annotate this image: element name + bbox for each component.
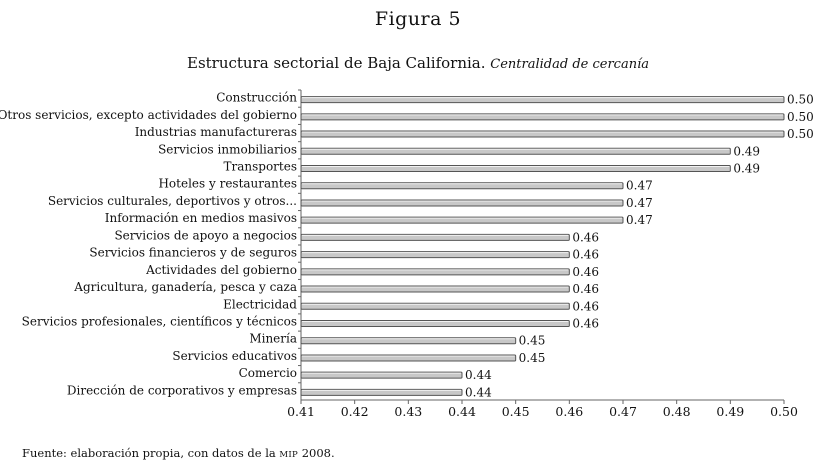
value-label: 0.46 [572,317,599,331]
source-abbrev: MIP [279,450,299,460]
x-tick-label: 0.50 [770,404,798,419]
x-tick-label: 0.45 [502,404,530,419]
value-label: 0.46 [572,282,599,296]
category-label: Información en medios masivos [105,211,297,225]
category-label: Dirección de corporativos y empresas [67,383,297,397]
value-label: 0.50 [787,93,814,107]
category-label: Agricultura, ganadería, pesca y caza [73,280,297,294]
category-label: Otros servicios, excepto actividades del… [0,108,297,122]
chart-title-main: Estructura sectorial de Baja California. [187,54,486,72]
value-label: 0.46 [572,299,599,313]
x-tick-label: 0.49 [716,404,744,419]
value-label: 0.49 [733,162,760,176]
x-tick-label: 0.47 [609,404,637,419]
source-suffix: 2008. [298,446,335,460]
value-label: 0.44 [465,368,492,382]
value-label: 0.46 [572,265,599,279]
x-tick-label: 0.46 [555,404,583,419]
category-label: Actividades del gobierno [145,263,297,277]
category-label: Industrias manufactureras [135,125,297,139]
source-note: Fuente: elaboración propia, con datos de… [22,446,335,460]
x-tick-label: 0.48 [663,404,691,419]
category-label: Servicios profesionales, científicos y t… [22,315,297,329]
category-label: Servicios inmobiliarios [158,142,297,156]
category-label: Hoteles y restaurantes [158,177,297,191]
value-label: 0.50 [787,127,814,141]
category-label: Servicios culturales, deportivos y otros… [48,194,297,208]
value-label: 0.47 [626,213,653,227]
value-label: 0.46 [572,248,599,262]
value-label: 0.50 [787,110,814,124]
category-label: Construcción [216,91,297,105]
x-tick-label: 0.44 [448,404,476,419]
category-label: Electricidad [223,297,297,311]
chart-subtitle: Centralidad de cercanía [490,57,649,72]
value-label: 0.47 [626,179,653,193]
value-label: 0.44 [465,385,492,399]
category-label: Minería [249,332,297,346]
category-label: Servicios educativos [172,349,297,363]
value-label: 0.45 [519,334,546,348]
chart-title: Estructura sectorial de Baja California.… [0,54,836,72]
category-label: Comercio [239,366,297,380]
x-tick-label: 0.43 [394,404,422,419]
value-label: 0.46 [572,230,599,244]
x-tick-label: 0.41 [287,404,315,419]
figure-label: Figura 5 [374,8,462,30]
value-label: 0.49 [733,144,760,158]
category-label: Servicios financieros y de seguros [89,246,297,260]
source-prefix: Fuente: elaboración propia, con datos de… [22,446,280,460]
category-label: Transportes [223,160,297,174]
value-label: 0.45 [519,351,546,365]
category-label: Servicios de apoyo a negocios [114,228,297,242]
x-tick-label: 0.42 [341,404,369,419]
value-label: 0.47 [626,196,653,210]
